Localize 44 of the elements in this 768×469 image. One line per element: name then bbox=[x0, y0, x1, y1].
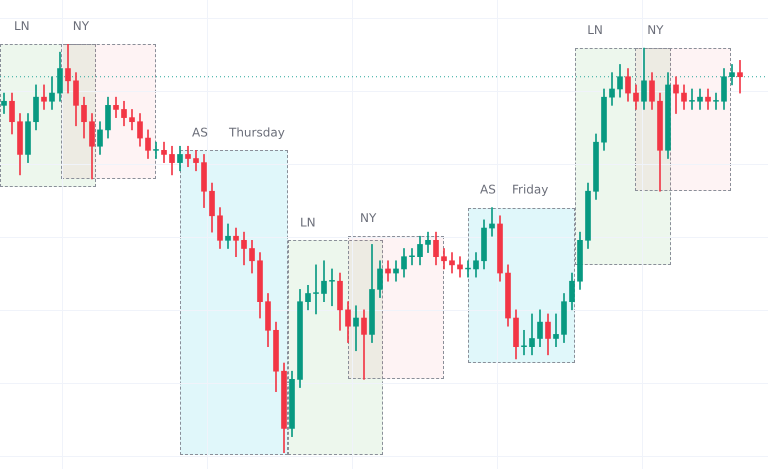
candlestick bbox=[233, 228, 239, 258]
annotation: Thursday bbox=[228, 125, 285, 140]
candlestick bbox=[313, 264, 319, 314]
candlestick bbox=[425, 232, 431, 253]
candlestick bbox=[193, 150, 199, 172]
candlestick bbox=[361, 310, 367, 380]
candlestick bbox=[409, 248, 415, 266]
annotation: LN bbox=[300, 215, 316, 230]
candlestick bbox=[1, 92, 7, 114]
candlestick bbox=[737, 60, 743, 94]
candlestick bbox=[553, 314, 559, 347]
text: LN bbox=[587, 23, 603, 38]
candlestick bbox=[49, 76, 55, 110]
annotation: AS bbox=[480, 182, 496, 197]
candlestick bbox=[41, 84, 47, 110]
candlestick bbox=[457, 256, 463, 278]
candlestick bbox=[385, 260, 391, 282]
candlestick bbox=[697, 88, 703, 110]
candlestick bbox=[521, 330, 527, 356]
candlestick bbox=[713, 92, 719, 110]
text: LN bbox=[14, 19, 30, 33]
candlestick bbox=[729, 64, 735, 86]
candlestick bbox=[465, 260, 471, 278]
annotation: AS bbox=[192, 125, 208, 140]
candlestick bbox=[689, 88, 695, 110]
text: NY bbox=[72, 19, 90, 33]
candlestick bbox=[185, 146, 191, 168]
candlestick bbox=[489, 207, 495, 237]
annotation: Friday bbox=[512, 182, 548, 197]
candlestick bbox=[161, 142, 167, 163]
candlestick bbox=[441, 248, 447, 270]
candlestick bbox=[449, 252, 455, 274]
text: NY bbox=[647, 23, 664, 38]
candlestick bbox=[129, 109, 135, 130]
candlestick bbox=[153, 142, 159, 159]
candlestick bbox=[353, 305, 359, 352]
candlestick bbox=[225, 224, 231, 249]
annotation: NY bbox=[360, 211, 377, 226]
candlestick bbox=[529, 314, 535, 356]
candlestick bbox=[705, 88, 711, 110]
candlestick bbox=[329, 268, 335, 306]
candlestick bbox=[673, 76, 679, 114]
candlestick bbox=[113, 96, 119, 118]
candlestick bbox=[393, 260, 399, 282]
